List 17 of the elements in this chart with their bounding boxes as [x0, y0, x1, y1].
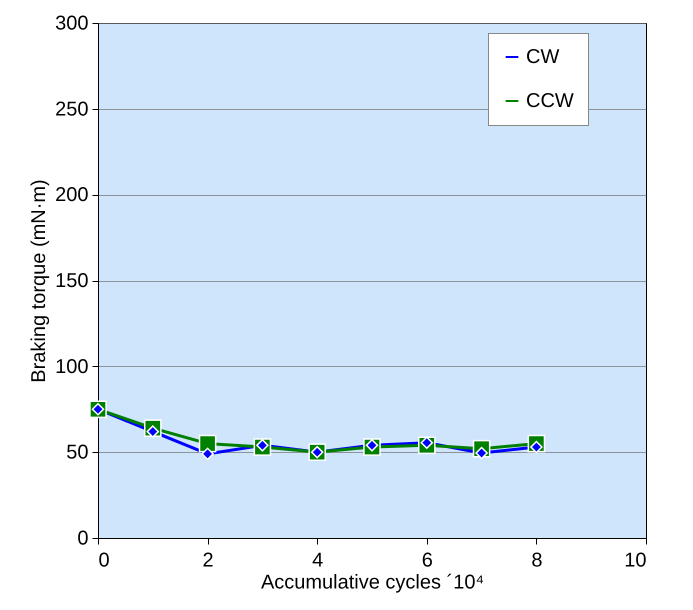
- x-tick-label: 10: [624, 550, 646, 572]
- x-axis-title: Accumulative cycles ´10⁴: [260, 572, 484, 594]
- y-tick-label: 300: [55, 12, 88, 34]
- x-tick-label: 8: [531, 550, 542, 572]
- y-tick-label: 100: [55, 356, 88, 378]
- x-tick-label: 0: [98, 550, 110, 572]
- y-tick-label: 200: [55, 184, 88, 206]
- legend-label: CCW: [526, 90, 574, 112]
- y-tick-label: 150: [55, 270, 88, 292]
- y-axis-title: Braking torque (mN·m): [28, 179, 50, 383]
- y-tick-label: 50: [66, 442, 88, 464]
- x-tick-label: 4: [312, 550, 324, 572]
- y-tick-label: 250: [55, 98, 88, 120]
- y-tick-label: 0: [77, 528, 88, 550]
- legend-label: CW: [526, 46, 560, 68]
- x-tick-label: 2: [202, 550, 214, 572]
- x-tick-label: 6: [422, 550, 433, 572]
